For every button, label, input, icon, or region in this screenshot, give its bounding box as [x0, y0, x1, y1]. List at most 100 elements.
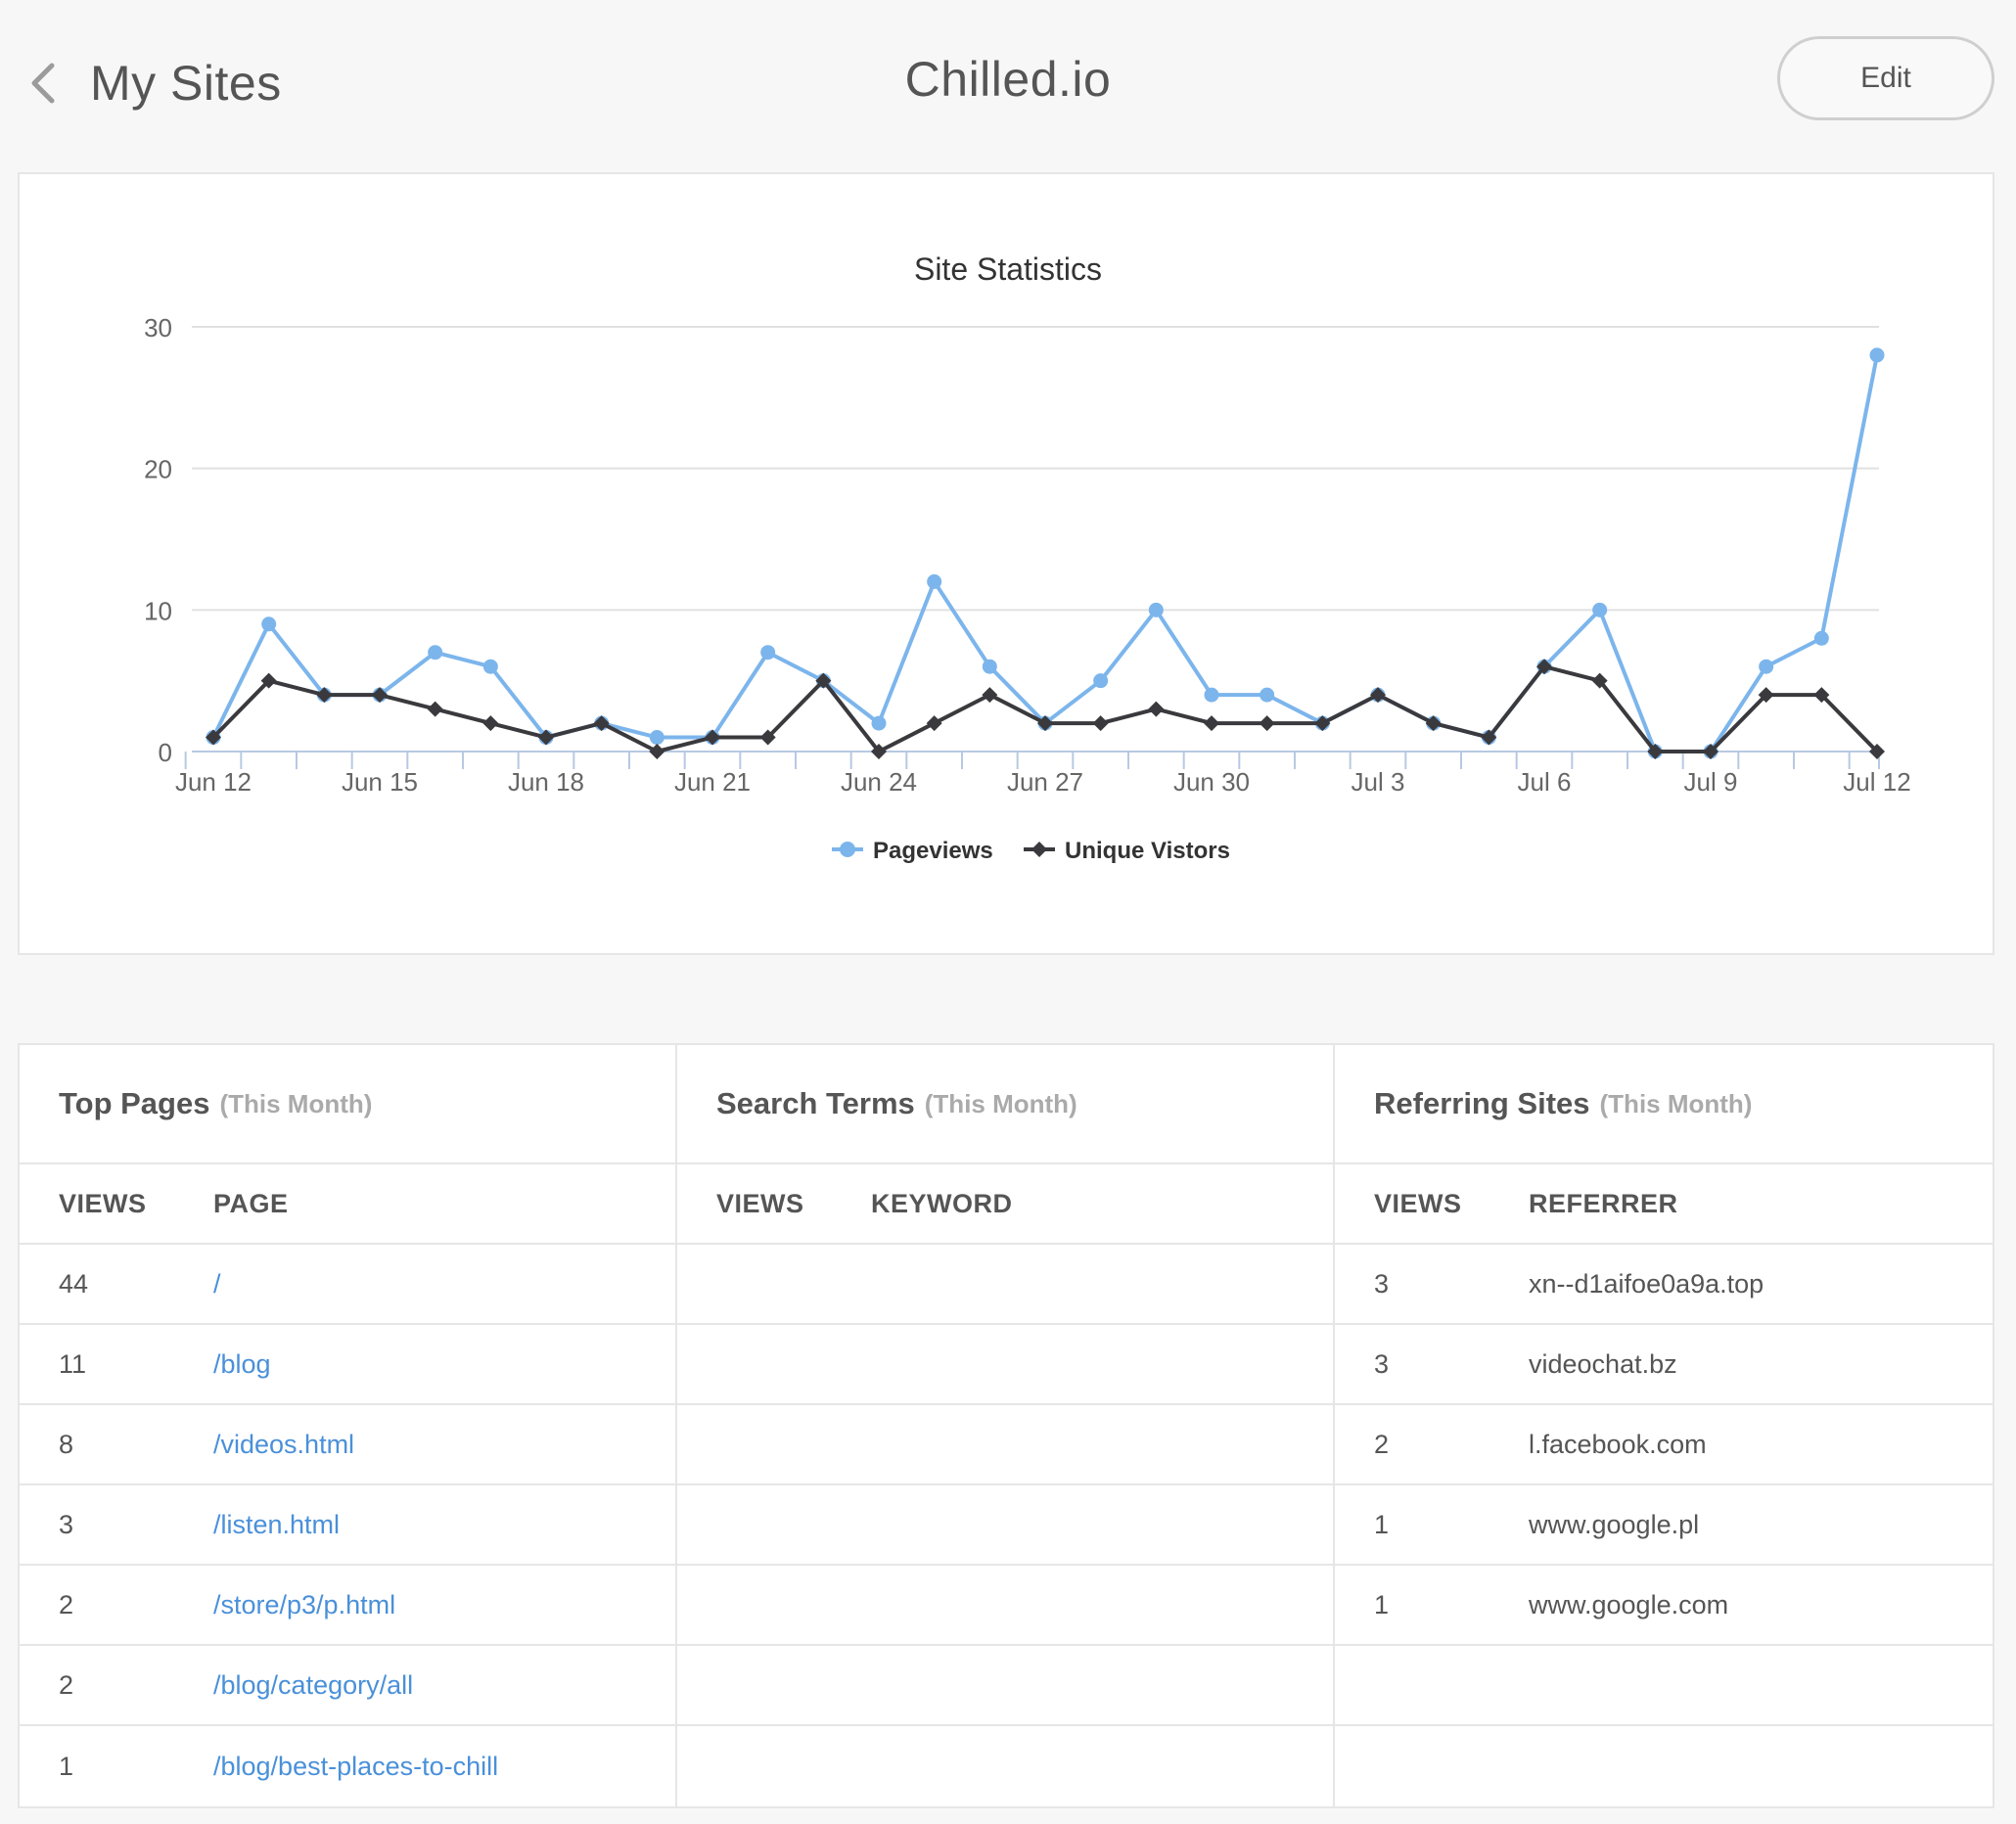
data-point-unique-visitors[interactable] — [1869, 744, 1885, 759]
data-point-pageviews[interactable] — [1592, 602, 1608, 617]
data-point-unique-visitors[interactable] — [815, 672, 832, 689]
cell-page-link[interactable]: /listen.html — [213, 1509, 341, 1539]
table-row — [1335, 1726, 1993, 1806]
referring-sites-panel: Referring Sites (This Month) VIEWS REFER… — [1335, 1045, 1993, 1806]
legend-marker[interactable] — [1031, 842, 1047, 857]
cell-views: 1 — [1374, 1509, 1390, 1539]
data-point-pageviews[interactable] — [1759, 659, 1774, 674]
data-point-pageviews[interactable] — [1148, 602, 1164, 617]
data-point-pageviews[interactable] — [1093, 673, 1109, 689]
table-row — [677, 1245, 1333, 1325]
search-terms-column-headers: VIEWS KEYWORD — [677, 1164, 1333, 1245]
top-pages-column-headers: VIEWS PAGE — [20, 1164, 675, 1245]
back-button[interactable]: My Sites — [23, 49, 282, 117]
cell-views: 2 — [59, 1669, 74, 1700]
edit-button[interactable]: Edit — [1777, 36, 1994, 120]
data-point-unique-visitors[interactable] — [926, 715, 942, 732]
table-row: 3 xn--d1aifoe0a9a.top — [1335, 1245, 1993, 1325]
data-point-pageviews[interactable] — [482, 659, 498, 674]
data-point-pageviews[interactable] — [760, 645, 776, 661]
column-header-views: VIEWS — [59, 1188, 147, 1218]
table-row — [677, 1485, 1333, 1566]
data-point-unique-visitors[interactable] — [1703, 744, 1718, 759]
data-point-unique-visitors[interactable] — [759, 729, 776, 746]
referring-sites-title: Referring Sites — [1374, 1086, 1590, 1120]
table-row: 2/blog/category/all — [20, 1646, 675, 1726]
legend-label[interactable]: Unique Vistors — [1065, 838, 1230, 864]
referring-sites-rows: 3 xn--d1aifoe0a9a.top 3 videochat.bz 2 l.face… — [1335, 1245, 1993, 1806]
data-point-unique-visitors[interactable] — [1259, 715, 1275, 732]
column-header-views: VIEWS — [716, 1188, 804, 1218]
table-row — [677, 1646, 1333, 1726]
data-point-unique-visitors[interactable] — [427, 701, 443, 717]
cell-referrer: xn--d1aifoe0a9a.top — [1529, 1268, 1764, 1299]
cell-views: 2 — [1374, 1429, 1390, 1459]
data-point-unique-visitors[interactable] — [871, 744, 887, 759]
data-point-unique-visitors[interactable] — [1481, 729, 1497, 746]
data-point-pageviews[interactable] — [982, 659, 997, 674]
table-row: 44 / — [20, 1245, 675, 1325]
data-point-unique-visitors[interactable] — [1536, 659, 1552, 675]
cell-page-link[interactable]: /store/p3/p.html — [213, 1589, 396, 1619]
y-tick-label: 0 — [159, 738, 172, 767]
data-point-pageviews[interactable] — [261, 616, 277, 632]
data-point-unique-visitors[interactable] — [1370, 687, 1386, 704]
legend-marker[interactable] — [840, 842, 855, 857]
data-point-unique-visitors[interactable] — [1148, 701, 1165, 717]
data-point-unique-visitors[interactable] — [1037, 715, 1053, 732]
data-point-unique-visitors[interactable] — [705, 729, 720, 746]
data-point-unique-visitors[interactable] — [372, 687, 388, 704]
data-point-pageviews[interactable] — [1204, 687, 1219, 703]
search-terms-subtitle: (This Month) — [924, 1088, 1077, 1118]
cell-page-link[interactable]: / — [213, 1268, 221, 1299]
top-pages-panel: Top Pages (This Month) VIEWS PAGE 44/11/… — [20, 1045, 677, 1806]
cell-views: 8 — [59, 1429, 74, 1459]
legend-label[interactable]: Pageviews — [873, 838, 993, 864]
data-point-pageviews[interactable] — [927, 573, 942, 589]
data-point-unique-visitors[interactable] — [1758, 687, 1774, 704]
data-point-unique-visitors[interactable] — [538, 729, 554, 746]
data-point-unique-visitors[interactable] — [1204, 715, 1219, 732]
data-point-pageviews[interactable] — [649, 730, 664, 746]
data-point-unique-visitors[interactable] — [649, 744, 665, 759]
x-tick-label: Jun 30 — [1173, 767, 1250, 797]
cell-page-link[interactable]: /blog — [213, 1348, 271, 1379]
search-terms-title: Search Terms — [716, 1086, 915, 1120]
data-point-unique-visitors[interactable] — [1425, 715, 1442, 732]
data-point-pageviews[interactable] — [1869, 347, 1885, 363]
data-point-pageviews[interactable] — [1260, 687, 1275, 703]
cell-views: 1 — [59, 1751, 74, 1781]
series-line-pageviews — [211, 354, 1879, 753]
table-row — [677, 1405, 1333, 1485]
table-row: 2/store/p3/p.html — [20, 1566, 675, 1646]
data-point-unique-visitors[interactable] — [1813, 687, 1830, 704]
table-row: 2 l.facebook.com — [1335, 1405, 1993, 1485]
table-row — [1335, 1646, 1993, 1726]
x-tick-label: Jul 9 — [1684, 767, 1738, 797]
data-point-unique-visitors[interactable] — [1591, 672, 1608, 689]
data-point-unique-visitors[interactable] — [1647, 744, 1664, 759]
referring-sites-header: Referring Sites (This Month) — [1335, 1045, 1993, 1164]
data-point-unique-visitors[interactable] — [982, 687, 998, 704]
data-point-unique-visitors[interactable] — [316, 687, 333, 704]
data-point-unique-visitors[interactable] — [1314, 715, 1331, 732]
data-point-pageviews[interactable] — [428, 645, 443, 661]
x-tick-label: Jun 15 — [342, 767, 418, 797]
data-point-unique-visitors[interactable] — [593, 715, 610, 732]
data-point-unique-visitors[interactable] — [260, 672, 277, 689]
cell-page-link[interactable]: /blog/category/all — [213, 1669, 414, 1700]
data-point-unique-visitors[interactable] — [1092, 715, 1109, 732]
data-point-pageviews[interactable] — [1813, 630, 1829, 646]
cell-page-link[interactable]: /videos.html — [213, 1429, 355, 1459]
table-row — [677, 1566, 1333, 1646]
data-point-pageviews[interactable] — [871, 715, 887, 731]
x-tick-label: Jul 6 — [1518, 767, 1572, 797]
cell-page-link[interactable]: /blog/best-places-to-chill — [213, 1751, 499, 1781]
table-row: 1 www.google.pl — [1335, 1485, 1993, 1566]
x-tick-label: Jul 3 — [1352, 767, 1405, 797]
x-tick-label: Jun 27 — [1007, 767, 1083, 797]
data-point-unique-visitors[interactable] — [206, 729, 221, 746]
table-row: 8/videos.html — [20, 1405, 675, 1485]
data-point-unique-visitors[interactable] — [482, 715, 499, 732]
referring-sites-column-headers: VIEWS REFERRER — [1335, 1164, 1993, 1245]
